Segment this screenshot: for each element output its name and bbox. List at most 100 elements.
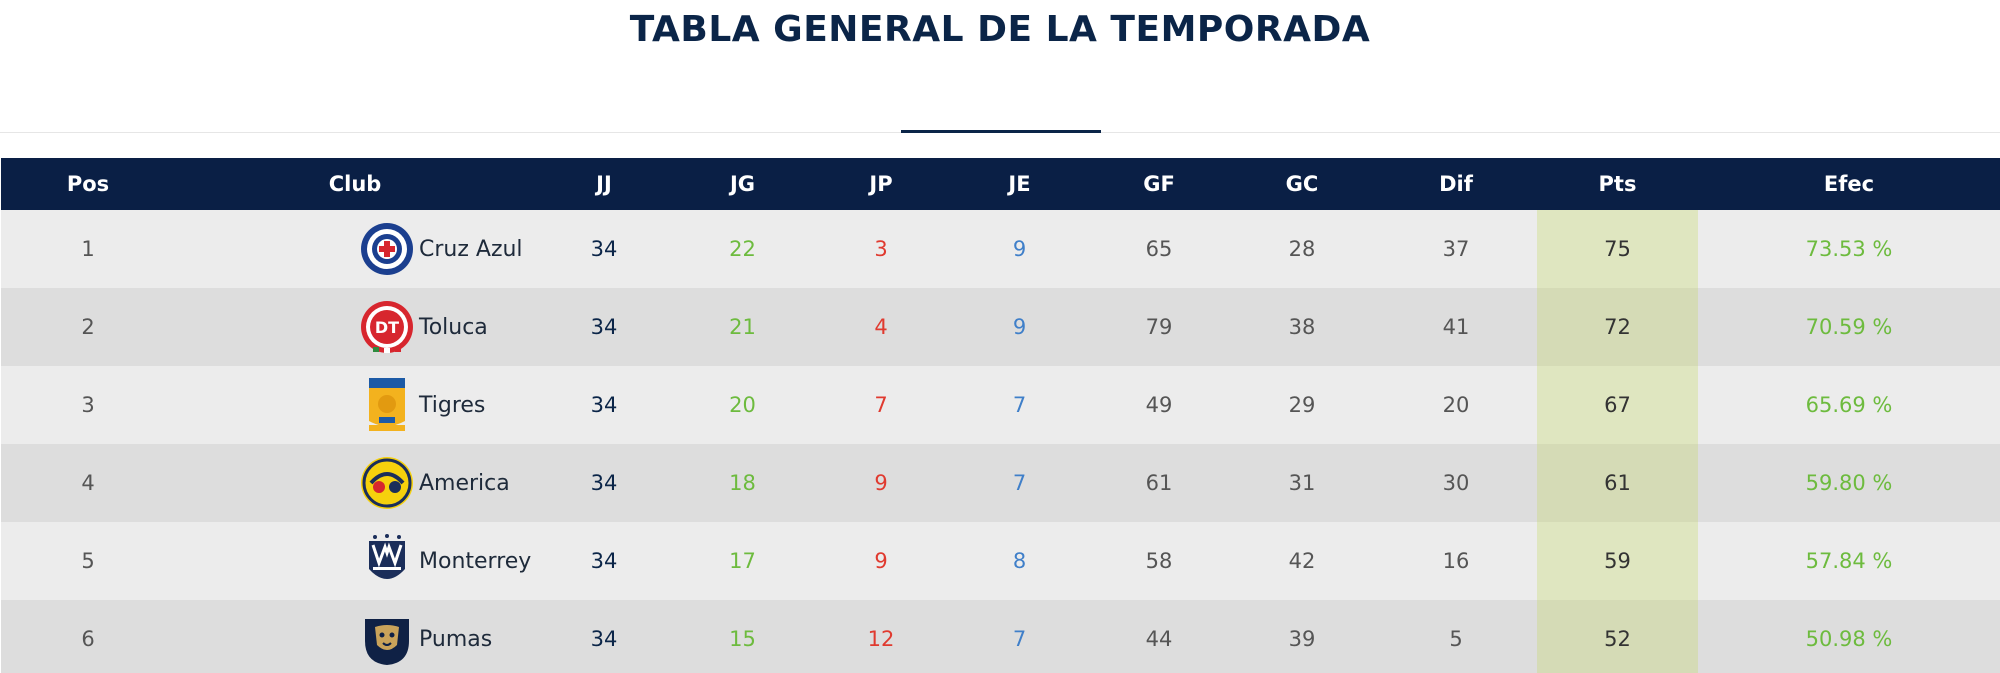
- column-header-je[interactable]: JE: [1008, 172, 1031, 196]
- column-header-gf[interactable]: GF: [1143, 172, 1175, 196]
- column-header-pos[interactable]: Pos: [66, 172, 110, 196]
- pts-cell: 72: [1537, 288, 1698, 366]
- jg-cell: 15: [729, 627, 756, 651]
- club-cell[interactable]: Tigres: [175, 366, 535, 444]
- jg-cell: 21: [729, 315, 756, 339]
- dif-cell: 20: [1442, 393, 1470, 417]
- table-row[interactable]: 5 Monterrey 34 1: [1, 522, 2000, 600]
- column-header-jj[interactable]: JJ: [596, 172, 612, 196]
- column-header-jg[interactable]: JG: [729, 172, 756, 196]
- gf-cell: 65: [1145, 237, 1173, 261]
- jp-cell: 9: [874, 549, 888, 573]
- gc-cell: 29: [1288, 393, 1316, 417]
- table-row[interactable]: 4 America 34 18 9: [1, 444, 2000, 522]
- page-title: TABLA GENERAL DE LA TEMPORADA: [629, 9, 1371, 50]
- jj-cell: 34: [590, 549, 618, 573]
- jp-cell: 9: [874, 471, 888, 495]
- club-cell[interactable]: DT Toluca: [175, 288, 535, 366]
- efec-cell: 59.80 %: [1805, 471, 1893, 495]
- pos-cell: 6: [81, 627, 95, 651]
- pts-cell: 75: [1537, 210, 1698, 288]
- toluca-logo-icon: DT: [361, 301, 413, 353]
- gf-cell: 58: [1145, 549, 1173, 573]
- je-cell: 9: [1012, 315, 1027, 339]
- column-header-efec[interactable]: Efec: [1823, 172, 1875, 196]
- club-cell[interactable]: Cruz Azul: [175, 210, 535, 288]
- gc-cell: 28: [1288, 237, 1316, 261]
- jj-cell: 34: [590, 315, 618, 339]
- jg-cell: 22: [729, 237, 756, 261]
- dif-cell: 41: [1442, 315, 1470, 339]
- column-header-gc[interactable]: GC: [1285, 172, 1319, 196]
- efec-cell: 70.59 %: [1805, 315, 1893, 339]
- club-cell[interactable]: America: [175, 444, 535, 522]
- dif-cell: 37: [1442, 237, 1470, 261]
- column-header-jp[interactable]: JP: [869, 172, 893, 196]
- club-name[interactable]: Tigres: [419, 392, 486, 418]
- pos-cell: 3: [81, 393, 95, 417]
- je-cell: 7: [1012, 471, 1027, 495]
- svg-text:DT: DT: [375, 318, 399, 337]
- table-header-row: Pos Club JJ JG JP JE GF GC Dif Pts Efec: [1, 158, 2000, 210]
- column-header-club[interactable]: Club: [328, 172, 382, 196]
- club-cell[interactable]: Pumas: [175, 600, 535, 673]
- pts-cell: 67: [1537, 366, 1698, 444]
- column-header-pts[interactable]: Pts: [1598, 172, 1637, 196]
- jp-cell: 4: [874, 315, 888, 339]
- club-cell[interactable]: Monterrey: [175, 522, 535, 600]
- pos-cell: 4: [81, 471, 95, 495]
- jg-cell: 20: [729, 393, 756, 417]
- table-row[interactable]: 2 DT Toluca: [1, 288, 2000, 366]
- club-name[interactable]: America: [419, 470, 510, 496]
- je-cell: 9: [1012, 237, 1027, 261]
- club-name[interactable]: Toluca: [419, 314, 488, 340]
- jp-cell: 12: [867, 627, 895, 651]
- je-cell: 7: [1012, 627, 1027, 651]
- club-name[interactable]: Monterrey: [419, 548, 532, 574]
- table-row[interactable]: 6 Pumas 34 15 12: [1, 600, 2000, 673]
- gc-cell: 42: [1288, 549, 1316, 573]
- pts-cell: 61: [1537, 444, 1698, 522]
- america-logo-icon: [361, 457, 413, 509]
- table-row[interactable]: 1 Cruz Azul 34 2: [1, 210, 2000, 288]
- jj-cell: 34: [590, 393, 618, 417]
- tigres-logo-icon: [369, 378, 405, 431]
- gc-cell: 31: [1288, 471, 1316, 495]
- jg-cell: 18: [729, 471, 756, 495]
- pos-cell: 5: [81, 549, 95, 573]
- je-cell: 7: [1012, 393, 1027, 417]
- pts-cell: 59: [1537, 522, 1698, 600]
- gc-cell: 38: [1288, 315, 1316, 339]
- efec-cell: 50.98 %: [1805, 627, 1893, 651]
- jj-cell: 34: [590, 471, 618, 495]
- efec-cell: 73.53 %: [1805, 237, 1893, 261]
- pos-cell: 2: [81, 315, 95, 339]
- column-header-dif[interactable]: Dif: [1439, 172, 1473, 196]
- jp-cell: 3: [874, 237, 888, 261]
- gf-cell: 49: [1145, 393, 1173, 417]
- title-divider-accent: [901, 130, 1101, 133]
- gf-cell: 61: [1145, 471, 1173, 495]
- je-cell: 8: [1012, 549, 1027, 573]
- table-row[interactable]: 3 Tigres 34 20 7: [1, 366, 2000, 444]
- pos-cell: 1: [81, 237, 95, 261]
- jj-cell: 34: [590, 627, 618, 651]
- jj-cell: 34: [590, 237, 618, 261]
- gc-cell: 39: [1288, 627, 1316, 651]
- pumas-logo-icon: [365, 619, 409, 665]
- club-name[interactable]: Pumas: [419, 626, 493, 652]
- monterrey-logo-icon: [369, 534, 405, 579]
- cruz-azul-logo-icon: [361, 223, 413, 275]
- standings-table: Pos Club JJ JG JP JE GF GC Dif Pts Efec …: [1, 158, 2000, 673]
- efec-cell: 65.69 %: [1805, 393, 1893, 417]
- dif-cell: 16: [1442, 549, 1470, 573]
- gf-cell: 79: [1145, 315, 1173, 339]
- gf-cell: 44: [1145, 627, 1173, 651]
- jp-cell: 7: [874, 393, 888, 417]
- pts-cell: 52: [1537, 600, 1698, 673]
- club-name[interactable]: Cruz Azul: [419, 236, 523, 262]
- jg-cell: 17: [729, 549, 756, 573]
- efec-cell: 57.84 %: [1805, 549, 1893, 573]
- dif-cell: 30: [1442, 471, 1470, 495]
